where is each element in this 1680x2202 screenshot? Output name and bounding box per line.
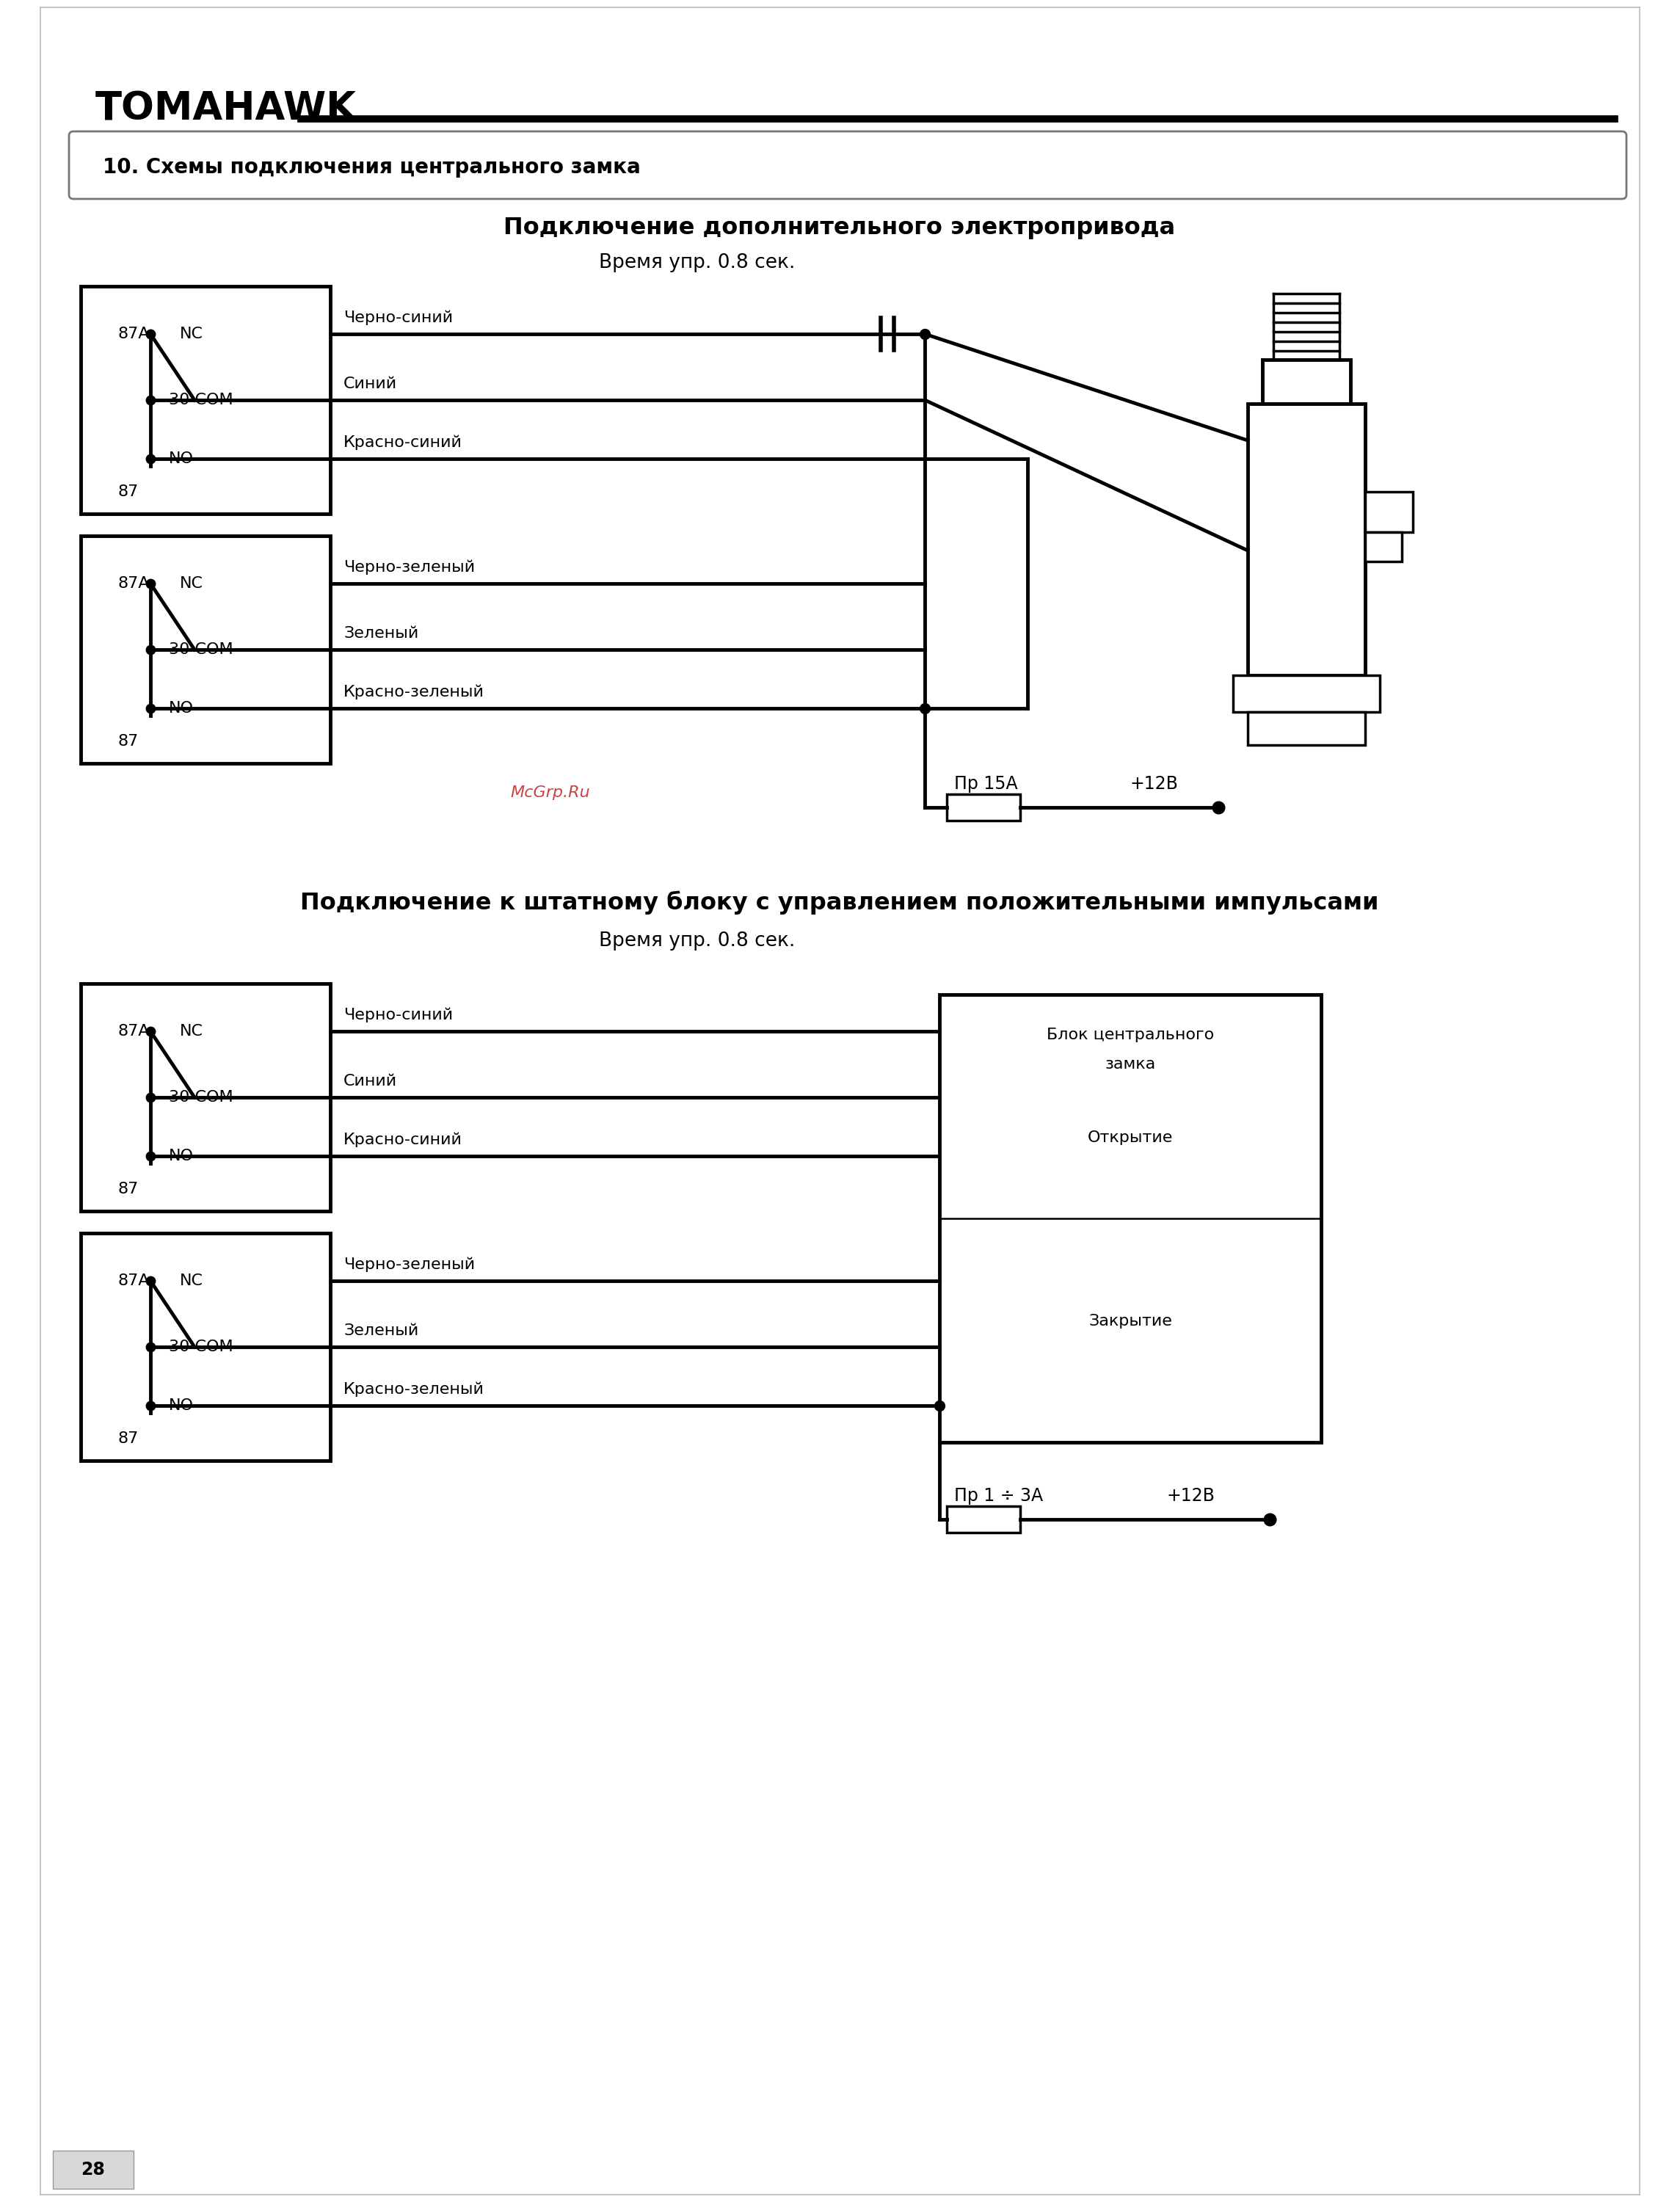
Text: NC: NC — [180, 326, 203, 341]
Text: 87: 87 — [118, 1431, 138, 1447]
Bar — [52, 2151, 134, 2189]
Text: Подключение к штатному блоку с управлением положительными импульсами: Подключение к штатному блоку с управлени… — [301, 892, 1379, 914]
Bar — [1366, 533, 1401, 562]
Text: 30 COM: 30 COM — [168, 1339, 234, 1354]
Bar — [948, 1506, 1020, 1533]
Text: Красно-зеленый: Красно-зеленый — [343, 1383, 484, 1396]
Text: Красно-синий: Красно-синий — [343, 436, 462, 449]
Text: Зеленый: Зеленый — [343, 625, 418, 641]
Text: Черно-зеленый: Черно-зеленый — [343, 559, 475, 575]
Text: Черно-синий: Черно-синий — [343, 310, 454, 326]
Text: 87A: 87A — [118, 577, 150, 590]
Bar — [948, 795, 1020, 821]
Text: Красно-синий: Красно-синий — [343, 1132, 462, 1147]
Text: NC: NC — [180, 1273, 203, 1288]
Text: 87A: 87A — [118, 326, 150, 341]
Bar — [81, 535, 331, 764]
FancyBboxPatch shape — [69, 132, 1626, 198]
Text: Синий: Синий — [343, 1075, 396, 1088]
Text: Зеленый: Зеленый — [343, 1323, 418, 1339]
Text: 87: 87 — [118, 484, 138, 500]
Text: Блок центрального: Блок центрального — [1047, 1028, 1215, 1042]
Text: 87A: 87A — [118, 1273, 150, 1288]
Bar — [1262, 359, 1351, 403]
Text: +12В: +12В — [1168, 1486, 1215, 1504]
Text: Время упр. 0.8 сек.: Время упр. 0.8 сек. — [600, 253, 795, 273]
Text: 87: 87 — [118, 733, 138, 749]
Text: Синий: Синий — [343, 377, 396, 392]
Text: Красно-зеленый: Красно-зеленый — [343, 685, 484, 700]
Bar — [1233, 676, 1379, 711]
Text: Подключение дополнительного электропривода: Подключение дополнительного электроприво… — [504, 216, 1176, 240]
Text: NO: NO — [168, 700, 193, 716]
Text: NO: NO — [168, 1149, 193, 1163]
Text: Открытие: Открытие — [1087, 1130, 1173, 1145]
Text: 30 COM: 30 COM — [168, 643, 234, 656]
Bar — [939, 995, 1320, 1442]
Text: 87A: 87A — [118, 1024, 150, 1039]
Text: Черно-зеленый: Черно-зеленый — [343, 1257, 475, 1273]
Text: Пр 15А: Пр 15А — [954, 775, 1018, 793]
Text: NO: NO — [168, 451, 193, 467]
Bar — [1248, 711, 1366, 744]
Text: 10. Схемы подключения центрального замка: 10. Схемы подключения центрального замка — [102, 156, 640, 178]
Text: 87: 87 — [118, 1182, 138, 1196]
Bar — [1366, 491, 1413, 533]
Text: Пр 1 ÷ 3А: Пр 1 ÷ 3А — [954, 1486, 1043, 1504]
Text: Черно-синий: Черно-синий — [343, 1009, 454, 1022]
Text: замка: замка — [1105, 1057, 1156, 1072]
Text: +12В: +12В — [1131, 775, 1179, 793]
Text: McGrp.Ru: McGrp.Ru — [511, 786, 590, 799]
Bar — [1248, 403, 1366, 676]
Text: Закрытие: Закрытие — [1089, 1315, 1173, 1328]
Text: 28: 28 — [81, 2160, 106, 2178]
Text: NC: NC — [180, 1024, 203, 1039]
Bar — [81, 1233, 331, 1460]
Text: Время упр. 0.8 сек.: Время упр. 0.8 сек. — [600, 931, 795, 951]
Text: 30 COM: 30 COM — [168, 392, 234, 407]
Bar — [81, 286, 331, 513]
Text: NO: NO — [168, 1398, 193, 1414]
Text: 30 COM: 30 COM — [168, 1090, 234, 1105]
Text: NC: NC — [180, 577, 203, 590]
Bar — [81, 984, 331, 1211]
Text: TOMAHAWK: TOMAHAWK — [96, 90, 356, 128]
